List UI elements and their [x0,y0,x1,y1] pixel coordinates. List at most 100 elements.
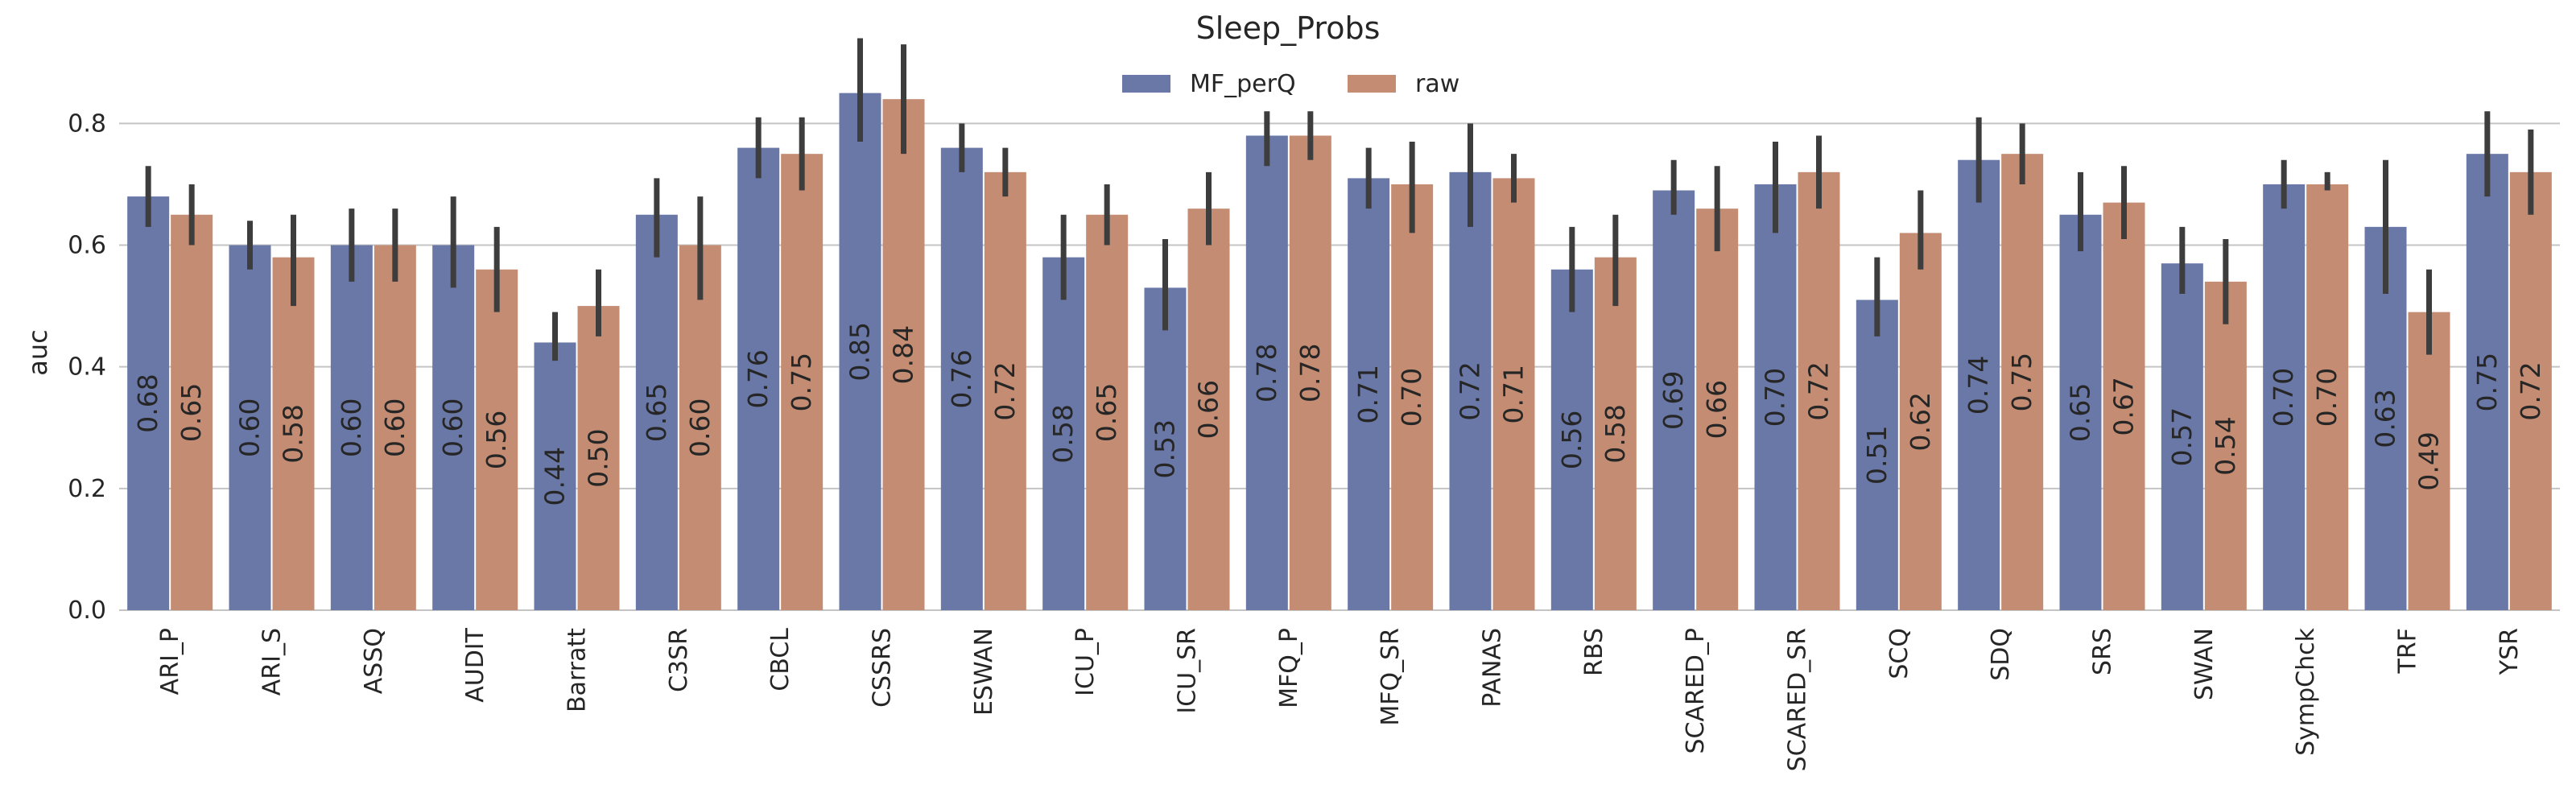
bar-mf-perq [1042,257,1085,610]
bar-mf-perq [2161,263,2203,610]
bar-raw [1289,135,1331,611]
data-label: 0.70 [1760,368,1791,427]
bar-raw [882,99,925,610]
data-label: 0.70 [1396,368,1427,427]
data-label: 0.78 [1251,343,1282,402]
x-tick-label: SCQ [1885,628,1913,679]
data-labels: 0.68 0.65 0.60 0.58 0.60 0.60 0.60 0.56 0.44 0.50… [132,322,2546,506]
data-label: 0.72 [2515,361,2546,420]
data-label: 0.57 [2166,407,2198,466]
bar-mf-perq [2059,214,2102,610]
bar-mf-perq [127,196,170,610]
data-label: 0.68 [132,374,163,432]
x-tick-label: SDQ [1987,628,2015,681]
bar-raw [781,154,824,610]
chart-title: Sleep_Probs [1196,10,1381,46]
data-label: 0.51 [1861,426,1893,485]
bar-raw [2306,184,2349,610]
data-label: 0.75 [2471,353,2503,411]
x-tick-label: SCARED_P [1682,628,1710,754]
data-label: 0.71 [1498,365,1530,423]
data-label: 0.84 [888,325,919,384]
data-label: 0.60 [684,398,716,457]
data-label: 0.78 [1294,343,1326,402]
y-tick-label: 0.2 [68,475,106,503]
data-label: 0.56 [481,411,512,469]
data-label: 0.67 [2108,377,2140,436]
bar-mf-perq [940,147,983,611]
x-tick-label: CBCL [766,628,795,691]
x-tick-label: AUDIT [461,627,489,702]
bar-raw [1594,257,1637,610]
data-label: 0.58 [1047,404,1079,463]
error-bars [145,38,2534,361]
x-tick-label: SCARED_SR [1784,628,1812,771]
data-label: 0.65 [1091,383,1122,442]
data-label: 0.60 [336,398,367,457]
data-label: 0.72 [1455,361,1486,420]
legend-swatch-raw [1348,75,1396,93]
data-label: 0.50 [583,428,614,487]
x-tick-label: C3SR [665,628,693,692]
y-tick-label: 0.4 [68,353,106,382]
x-tick-label: PANAS [1479,628,1507,708]
x-tick-label: MFQ_P [1275,628,1303,708]
x-tick-label: RBS [1580,628,1608,676]
legend-label: MF_perQ [1190,70,1296,98]
data-label: 0.63 [2370,389,2401,448]
data-label: 0.65 [641,383,672,442]
data-label: 0.49 [2413,431,2445,490]
bar-mf-perq [1245,135,1288,611]
data-label: 0.85 [844,322,876,381]
x-tick-label: SRS [2089,628,2117,675]
bar-mf-perq [1958,159,2000,610]
x-tick-label: ARI_P [156,628,184,695]
data-label: 0.70 [2268,368,2299,427]
data-label: 0.65 [175,383,207,442]
bar-raw [476,269,518,610]
bar-raw [984,171,1026,611]
x-tick-label: YSR [2496,628,2524,675]
bar-raw [2103,202,2145,611]
y-tick-label: 0.6 [68,232,106,260]
y-tick-label: 0.0 [68,597,106,625]
bar-raw [1391,184,1434,610]
bar-raw [1899,233,1942,610]
bar-raw [2509,171,2552,611]
bar-mf-perq [1856,299,1898,610]
data-label: 0.56 [1556,411,1587,469]
data-label: 0.60 [234,398,266,457]
data-label: 0.53 [1150,419,1181,478]
y-tick-label: 0.8 [68,109,106,138]
bar-raw [1492,178,1535,611]
bar-raw [2204,281,2247,610]
bar-mf-perq [2466,154,2508,610]
data-label: 0.76 [946,349,977,408]
bar-mf-perq [839,93,881,610]
bars [127,93,2552,611]
bar-raw [1187,208,1230,610]
x-tick-label: ASSQ [360,628,388,694]
bar-mf-perq [737,147,780,611]
x-tick-label: Barratt [564,628,592,712]
bar-mf-perq [1144,287,1187,610]
data-label: 0.44 [539,447,571,506]
x-tick-label: MFQ_SR [1377,628,1405,726]
bar-raw [171,214,213,610]
bar-mf-perq [635,214,678,610]
bar-mf-perq [1449,171,1492,611]
bar-mf-perq [1653,190,1695,611]
bar-mf-perq [1348,178,1390,611]
bar-mf-perq [1754,184,1797,610]
legend-label: raw [1415,70,1459,98]
gridlines [119,122,2560,611]
bar-raw [374,245,416,610]
data-label: 0.54 [2210,416,2241,475]
data-label: 0.72 [1803,361,1835,420]
bar-raw [679,245,721,610]
bar-mf-perq [432,245,475,610]
bar-raw [2408,312,2450,610]
bar-mf-perq [2263,184,2306,610]
data-label: 0.60 [437,398,469,457]
